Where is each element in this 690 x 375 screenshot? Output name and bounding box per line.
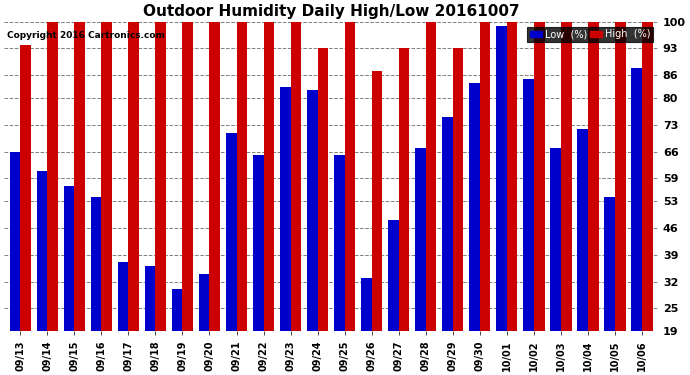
Bar [128,22,139,331]
Bar [37,171,48,331]
Bar [533,22,544,331]
Bar [550,148,561,331]
Bar [48,22,58,331]
Title: Outdoor Humidity Daily High/Low 20161007: Outdoor Humidity Daily High/Low 20161007 [143,4,520,19]
Legend: Low  (%), High  (%): Low (%), High (%) [527,27,653,42]
Bar [361,278,372,331]
Bar [237,22,247,331]
Bar [199,274,210,331]
Bar [10,152,21,331]
Bar [480,22,491,331]
Bar [496,26,506,331]
Bar [604,198,615,331]
Bar [588,22,598,331]
Bar [21,45,31,331]
Bar [561,22,571,331]
Bar [155,22,166,331]
Bar [226,132,237,331]
Bar [210,22,220,331]
Bar [172,289,182,331]
Bar [117,262,128,331]
Bar [334,156,344,331]
Bar [344,22,355,331]
Bar [426,22,437,331]
Bar [182,22,193,331]
Bar [615,22,626,331]
Bar [415,148,426,331]
Text: Copyright 2016 Cartronics.com: Copyright 2016 Cartronics.com [8,31,166,40]
Bar [75,22,86,331]
Bar [307,90,317,331]
Bar [264,22,275,331]
Bar [523,79,533,331]
Bar [399,48,409,331]
Bar [253,156,264,331]
Bar [442,117,453,331]
Bar [642,22,653,331]
Bar [577,129,588,331]
Bar [469,83,480,331]
Bar [506,22,518,331]
Bar [90,198,101,331]
Bar [290,22,302,331]
Bar [631,68,642,331]
Bar [372,71,382,331]
Bar [317,48,328,331]
Bar [453,48,464,331]
Bar [145,266,155,331]
Bar [279,87,290,331]
Bar [63,186,75,331]
Bar [388,220,399,331]
Bar [101,22,112,331]
